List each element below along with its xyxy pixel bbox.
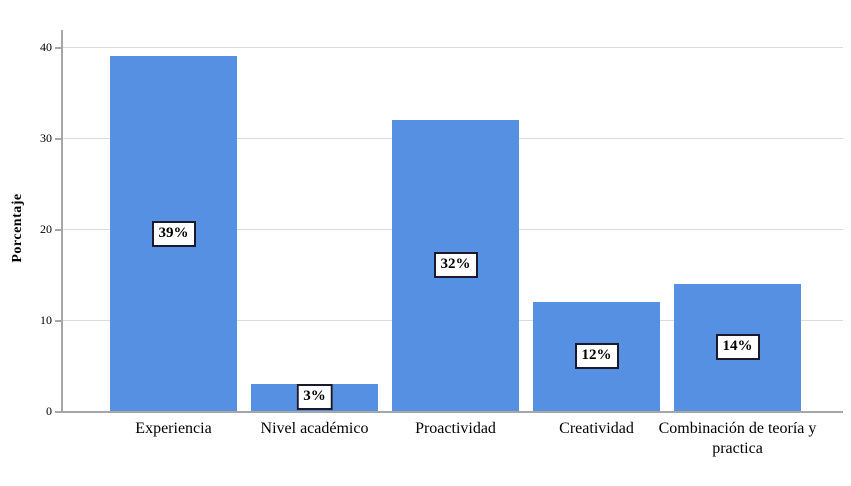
bar-value-label-5: 14% bbox=[715, 334, 760, 361]
bar-value-label-1: 39% bbox=[151, 220, 196, 247]
x-axis-label-3: Proactividad bbox=[415, 420, 496, 437]
x-axis-label-1: Experiencia bbox=[135, 420, 212, 437]
x-axis-label-2: Nivel académico bbox=[260, 420, 369, 437]
y-tick-label-40: 40 bbox=[40, 40, 52, 54]
y-tick-label-0: 0 bbox=[46, 404, 52, 418]
bar-value-label-4: 12% bbox=[574, 343, 619, 370]
y-tick-label-20: 20 bbox=[40, 222, 52, 236]
y-tick-40 bbox=[55, 46, 61, 49]
y-tick-10 bbox=[55, 319, 61, 322]
x-axis-line bbox=[61, 411, 843, 413]
y-tick-label-30: 30 bbox=[40, 131, 52, 145]
y-tick-30 bbox=[55, 137, 61, 140]
gridline-40 bbox=[63, 47, 843, 48]
x-axis-label-4: Creatividad bbox=[559, 420, 634, 437]
y-axis-line bbox=[61, 30, 63, 413]
x-axis-label-5: Combinación de teoría y practica bbox=[658, 420, 817, 457]
y-tick-label-10: 10 bbox=[40, 313, 52, 327]
y-tick-0 bbox=[55, 410, 61, 413]
y-tick-20 bbox=[55, 228, 61, 231]
bar-value-label-3: 32% bbox=[433, 252, 478, 279]
bar-value-label-2: 3% bbox=[296, 384, 333, 411]
